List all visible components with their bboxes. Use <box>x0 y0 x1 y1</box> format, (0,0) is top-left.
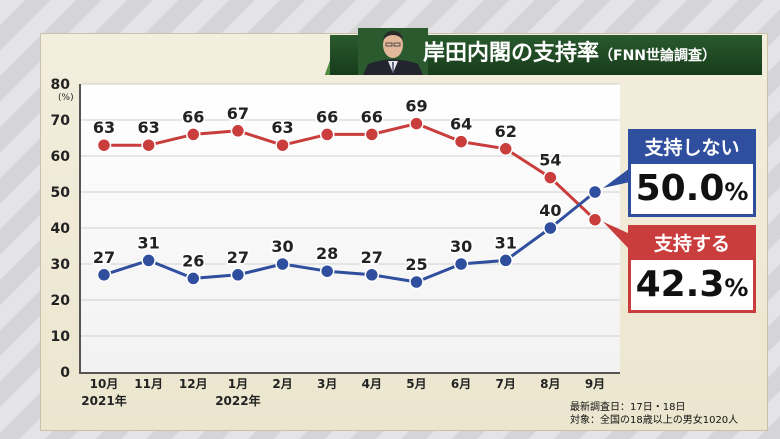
disapprove-unit: % <box>724 178 749 206</box>
disapprove-label: 支持しない <box>631 132 753 164</box>
x-year-label: 2022年 <box>215 393 260 408</box>
data-label: 25 <box>405 255 427 274</box>
data-label: 63 <box>93 118 115 137</box>
data-label: 30 <box>450 237 472 256</box>
data-point <box>96 267 112 283</box>
data-point <box>498 253 513 268</box>
y-tick-label: 60 <box>51 149 71 165</box>
data-point <box>141 137 156 153</box>
y-tick-label: 80 <box>51 77 71 93</box>
x-tick-label: 8月 <box>540 377 560 391</box>
approve-label: 支持する <box>631 228 753 260</box>
data-point <box>587 212 603 227</box>
politician-portrait <box>358 28 428 75</box>
x-tick-label: 1月 <box>228 377 248 391</box>
x-tick-label: 3月 <box>317 377 337 391</box>
disapprove-value: 50.0 <box>635 168 725 209</box>
y-tick-label: 0 <box>60 365 70 381</box>
data-point <box>230 267 246 283</box>
data-label: 54 <box>539 151 561 170</box>
x-year-label: 2021年 <box>81 393 126 408</box>
approve-unit: % <box>724 274 749 302</box>
callout-pointer <box>603 221 630 250</box>
data-label: 62 <box>495 122 517 141</box>
x-tick-label: 10月 <box>90 377 119 391</box>
data-label: 28 <box>316 244 338 263</box>
data-point <box>96 137 112 153</box>
data-label: 40 <box>539 201 561 220</box>
data-point <box>543 220 558 236</box>
disapprove-value-box: 50.0% <box>631 164 753 214</box>
data-point <box>409 116 424 131</box>
data-label: 67 <box>227 104 249 123</box>
data-label: 63 <box>138 118 160 137</box>
approve-value: 42.3 <box>635 264 725 305</box>
data-label: 30 <box>271 237 293 256</box>
survey-target: 対象：全国の18歳以上の男女1020人 <box>570 415 739 426</box>
y-tick-label: 20 <box>51 293 71 309</box>
data-point <box>141 253 156 268</box>
data-label: 31 <box>495 233 517 252</box>
data-label: 26 <box>182 251 204 270</box>
x-tick-label: 6月 <box>451 377 471 391</box>
data-label: 64 <box>450 115 472 134</box>
chart-title-sub: （FNN世論調査） <box>599 48 717 64</box>
data-label: 27 <box>227 248 249 267</box>
data-point <box>453 256 469 272</box>
chart-title: 岸田内閣の支持率（FNN世論調査） <box>423 38 716 72</box>
data-point <box>364 267 380 283</box>
data-point <box>319 263 335 279</box>
data-label: 69 <box>405 97 427 116</box>
data-label: 27 <box>361 248 383 267</box>
survey-date: 最新調査日：17日・18日 <box>570 402 686 413</box>
x-tick-label: 11月 <box>134 377 163 391</box>
plot-area <box>79 84 620 374</box>
data-point <box>230 123 246 139</box>
data-point <box>453 134 469 149</box>
approve-value-box: 42.3% <box>631 260 753 310</box>
data-point <box>409 274 424 290</box>
y-tick-label: 70 <box>51 113 71 129</box>
chart-title-main: 岸田内閣の支持率 <box>423 41 600 66</box>
y-tick-label: 40 <box>51 221 71 237</box>
data-point <box>319 127 335 142</box>
y-tick-label: 50 <box>51 185 71 201</box>
data-label: 31 <box>138 233 160 252</box>
data-point <box>364 127 380 142</box>
data-point <box>587 184 603 200</box>
disapprove-callout: 支持しない 50.0% <box>628 129 756 217</box>
x-tick-label: 2月 <box>272 377 292 391</box>
callout-pointer <box>603 168 630 188</box>
data-label: 63 <box>271 118 293 137</box>
x-tick-label: 12月 <box>179 377 208 391</box>
approve-callout: 支持する 42.3% <box>628 225 756 313</box>
x-tick-label: 5月 <box>406 377 426 391</box>
data-point <box>186 127 201 142</box>
data-point <box>275 137 290 153</box>
data-label: 66 <box>182 107 204 126</box>
y-tick-label: 30 <box>51 257 71 273</box>
x-tick-label: 4月 <box>362 377 382 391</box>
y-tick-label: 10 <box>51 329 71 345</box>
y-unit-label: (%) <box>58 93 74 103</box>
data-label: 27 <box>93 248 115 267</box>
data-label: 66 <box>361 107 383 126</box>
series-line <box>104 122 597 221</box>
data-point <box>498 141 513 157</box>
data-point <box>275 256 290 272</box>
data-point <box>543 170 558 185</box>
survey-note: 最新調査日：17日・18日 対象：全国の18歳以上の男女1020人 <box>570 401 738 427</box>
series-line <box>103 190 596 284</box>
x-tick-label: 9月 <box>585 377 605 391</box>
data-point <box>186 271 201 286</box>
x-tick-label: 7月 <box>496 377 516 391</box>
data-label: 66 <box>316 107 338 126</box>
